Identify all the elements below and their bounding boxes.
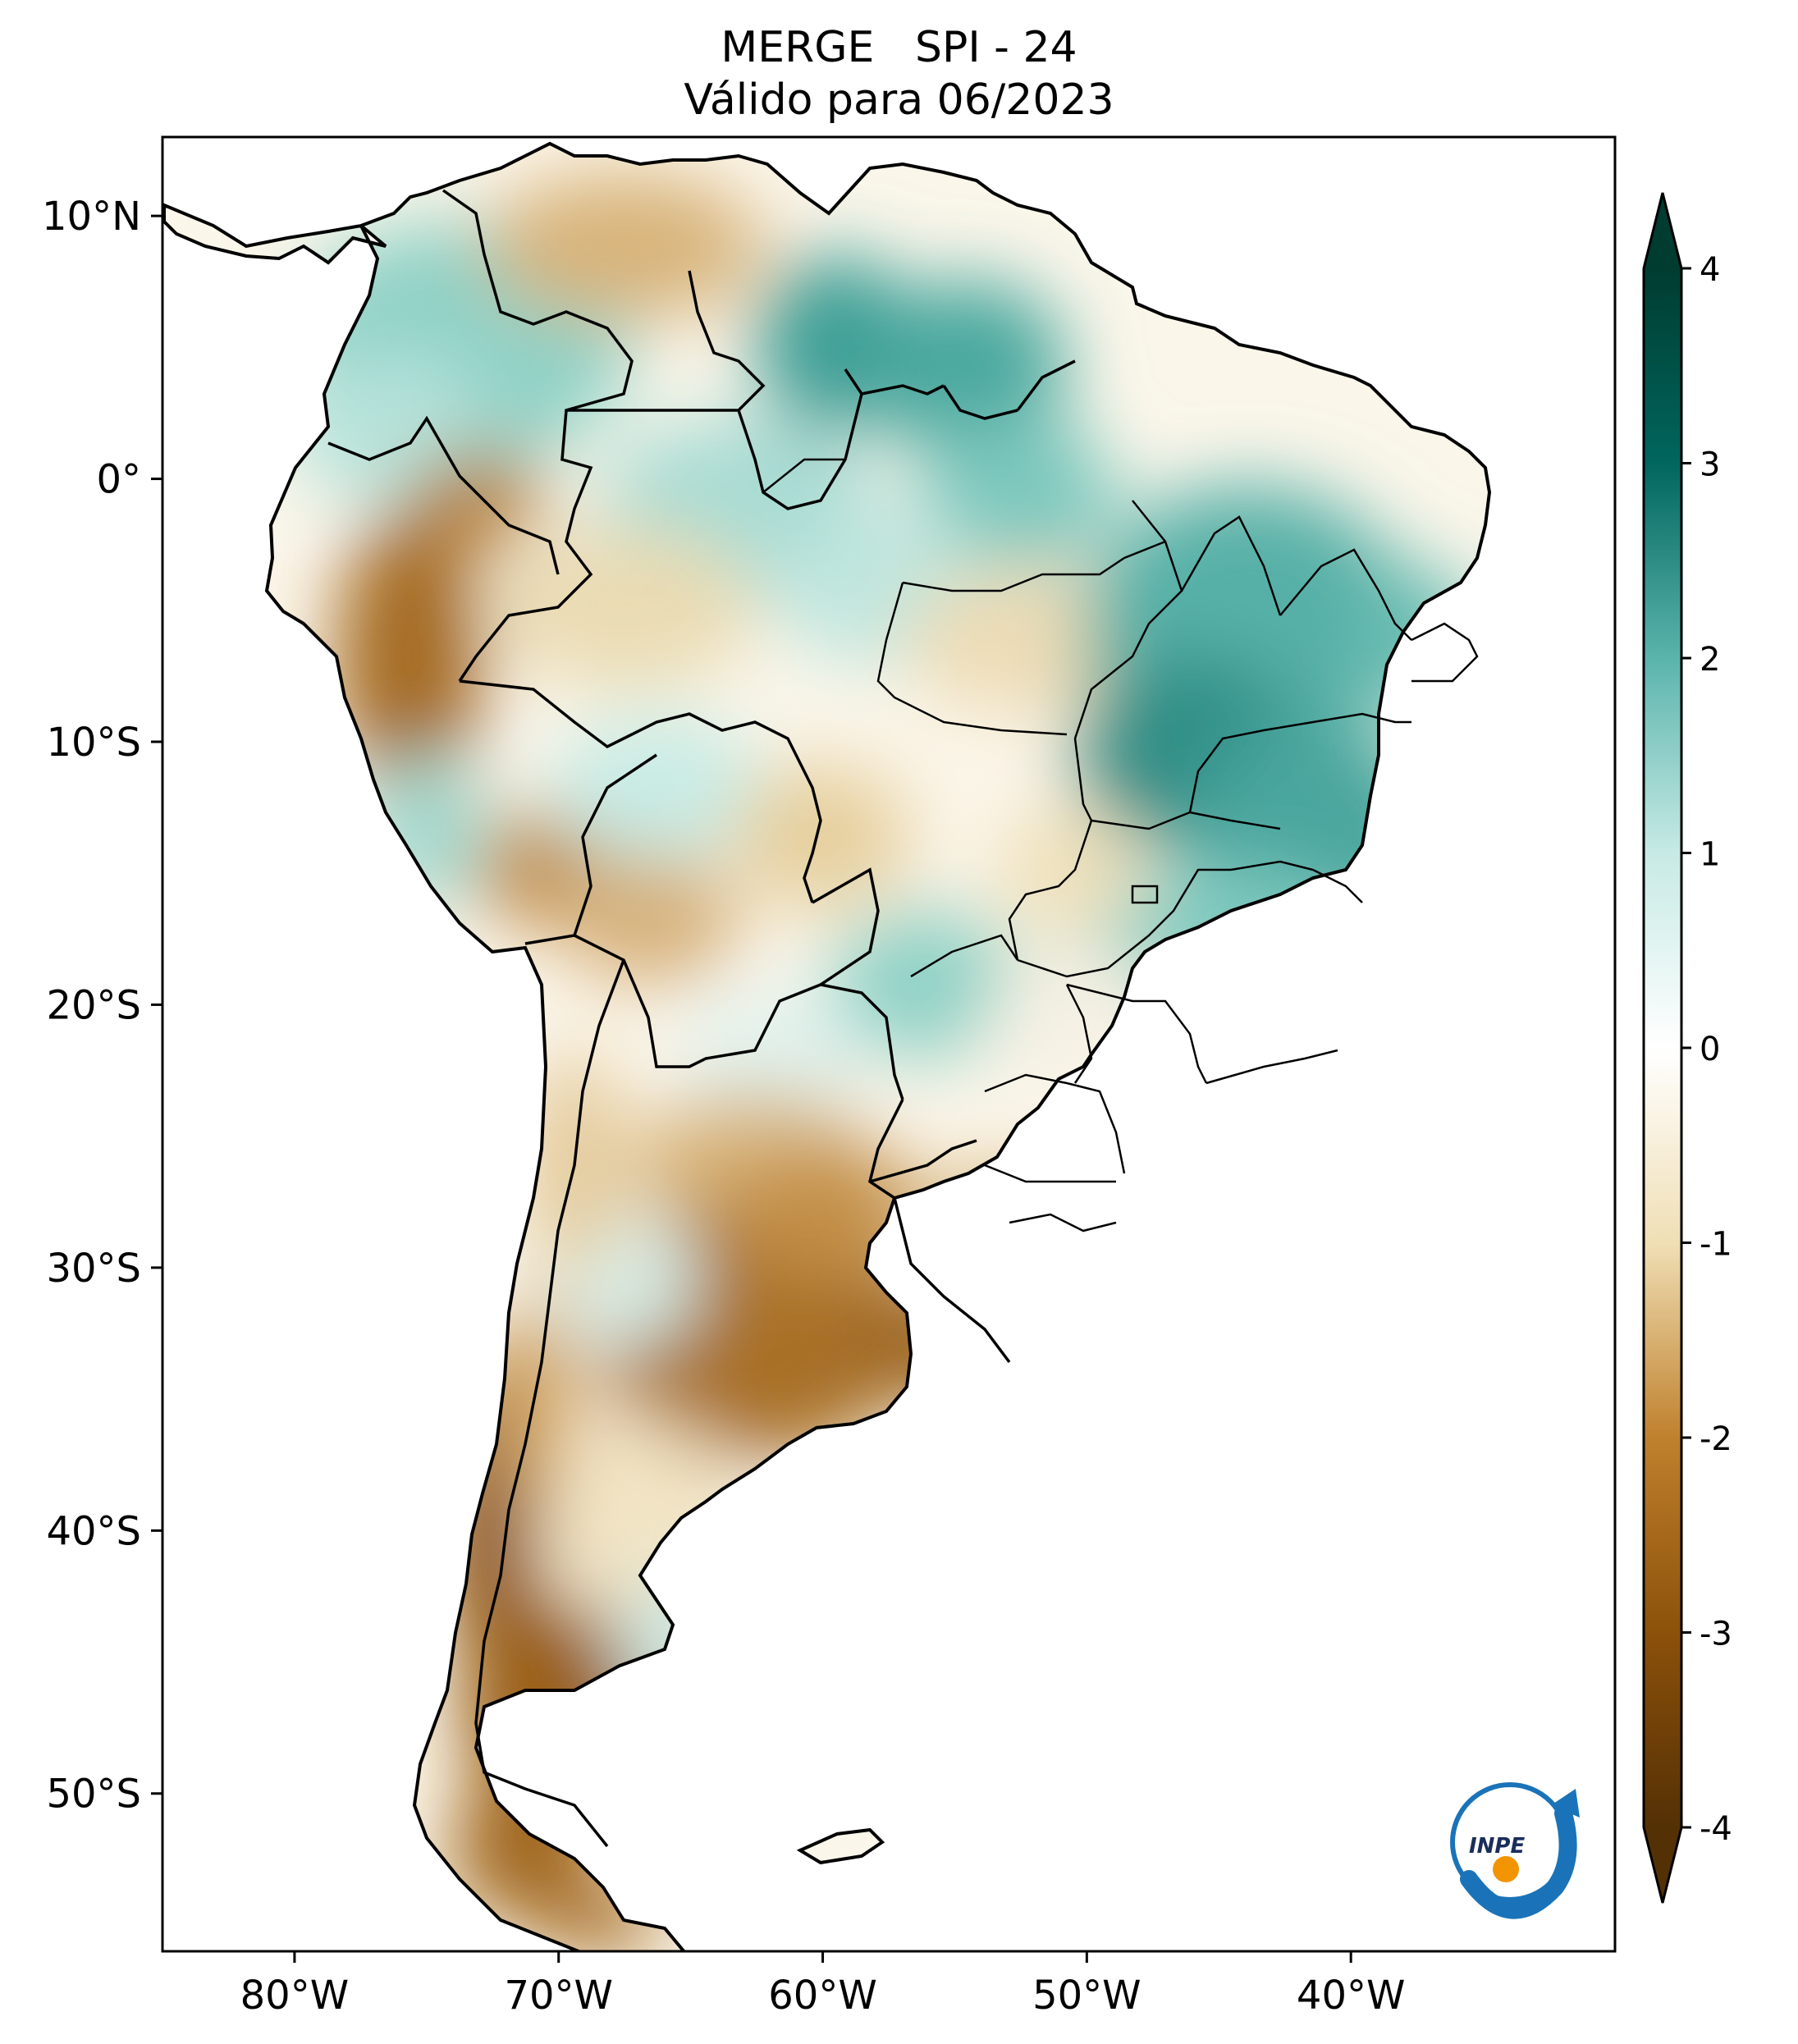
lat-tick-label: 20°S bbox=[46, 982, 141, 1028]
lon-tick-label: 50°W bbox=[1032, 1973, 1141, 2019]
lat-tick-label: 0° bbox=[96, 457, 141, 503]
lat-tick-label: 10°S bbox=[46, 720, 141, 766]
map-subtitle: Válido para 06/2023 bbox=[684, 75, 1114, 125]
colorbar-tick-label: 4 bbox=[1700, 251, 1720, 289]
inpe-logo-icon: INPE bbox=[1450, 1782, 1580, 1919]
spi-field bbox=[164, 144, 1489, 1951]
state-borders bbox=[762, 458, 1479, 1232]
colorbar-tick-label: 0 bbox=[1700, 1031, 1720, 1068]
lon-tick-label: 70°W bbox=[504, 1973, 613, 2019]
colorbar-tick-label: 3 bbox=[1700, 446, 1720, 484]
map-frame bbox=[161, 135, 1617, 1953]
colorbar-tick-label: -2 bbox=[1700, 1420, 1732, 1458]
inpe-logo-text: INPE bbox=[1469, 1834, 1525, 1859]
lon-tick-label: 60°W bbox=[768, 1973, 877, 2019]
colorbar-gradient bbox=[1642, 192, 1683, 1904]
colorbar-tick-label: 1 bbox=[1700, 836, 1720, 874]
lat-tick-label: 50°S bbox=[46, 1772, 141, 1818]
latitude-axis: 10°N 0° 10°S 20°S 30°S 40°S 50°S bbox=[42, 194, 162, 1818]
country-borders bbox=[327, 189, 1076, 1848]
lat-tick-label: 30°S bbox=[46, 1246, 141, 1292]
colorbar-tick-label: -4 bbox=[1700, 1810, 1732, 1848]
lat-tick-label: 40°S bbox=[46, 1508, 141, 1554]
lon-tick-label: 40°W bbox=[1297, 1973, 1406, 2019]
map-title: MERGE SPI - 24 bbox=[721, 23, 1077, 72]
lat-tick-label: 10°N bbox=[42, 194, 141, 240]
colorbar-ticks: 4 3 2 1 0 -1 -2 -3 -4 bbox=[1681, 251, 1732, 1848]
colorbar: 4 3 2 1 0 -1 -2 -3 -4 bbox=[1642, 192, 1732, 1904]
colorbar-tick-label: 2 bbox=[1700, 641, 1720, 679]
colorbar-tick-label: -1 bbox=[1700, 1226, 1732, 1264]
colorbar-tick-label: -3 bbox=[1700, 1616, 1732, 1653]
longitude-axis: 80°W 70°W 60°W 50°W 40°W bbox=[240, 1951, 1406, 2019]
lon-tick-label: 80°W bbox=[240, 1973, 350, 2019]
